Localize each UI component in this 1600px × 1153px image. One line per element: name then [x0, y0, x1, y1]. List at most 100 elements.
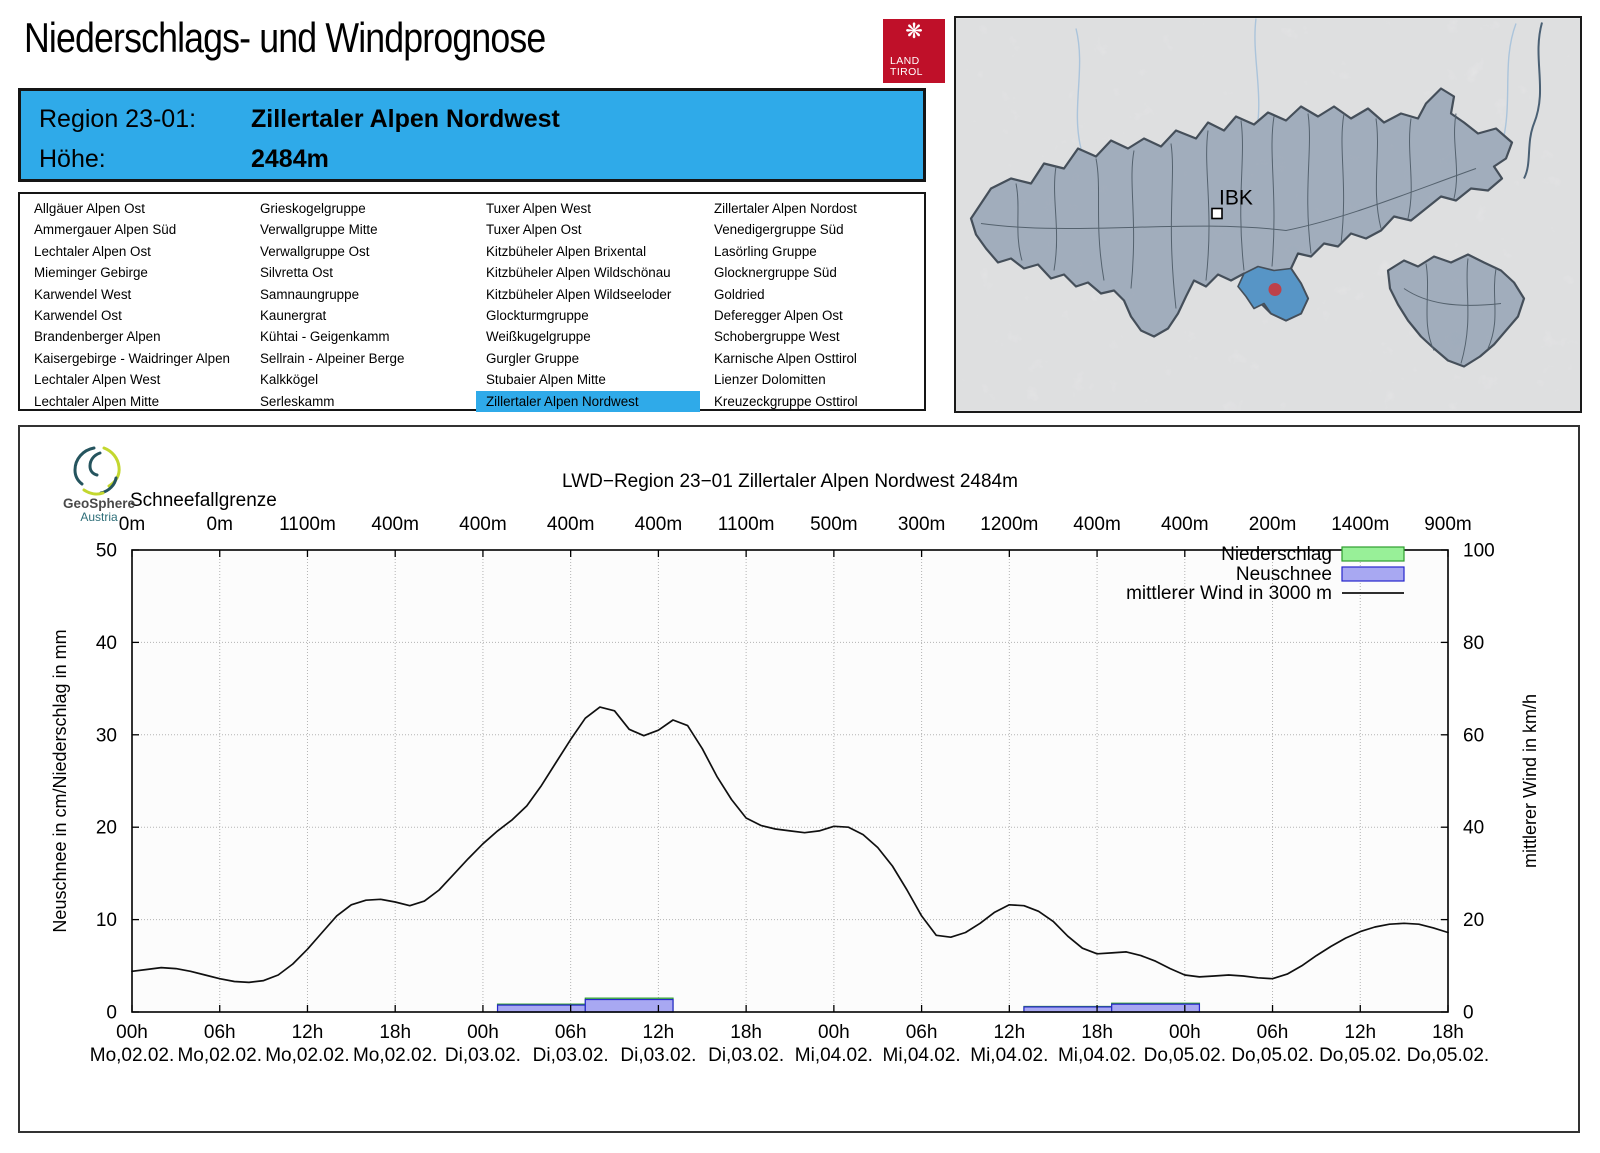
snowline-value: 200m	[1249, 514, 1297, 535]
region-item[interactable]: Kitzbüheler Alpen Brixental	[486, 243, 647, 259]
region-item[interactable]: Karnische Alpen Osttirol	[714, 350, 857, 366]
region-item[interactable]: Tuxer Alpen West	[486, 201, 591, 216]
snowline-value: 900m	[1424, 514, 1472, 535]
neuschnee-bar	[496, 1004, 586, 1013]
xtick-date: Mi,04.02.	[970, 1045, 1048, 1066]
region-item[interactable]: Lechtaler Alpen Mitte	[34, 393, 160, 409]
region-item[interactable]: Goldried	[714, 286, 765, 302]
region-item[interactable]: Lechtaler Alpen West	[34, 372, 161, 388]
snowline-value: 0m	[207, 514, 233, 535]
terrain-texture	[956, 18, 1580, 411]
axis-ticks	[131, 549, 1449, 1013]
geosphere-swirl-icon	[73, 446, 121, 496]
xtick-date: Mo,02.02.	[177, 1045, 262, 1066]
xtick-hour: 12h	[292, 1022, 324, 1043]
xtick-hour: 18h	[730, 1022, 762, 1043]
region-item[interactable]: Glockturmgruppe	[486, 308, 589, 324]
snowline-value: 1100m	[279, 514, 336, 535]
chart-svg: 0 10 20 30 40 50 0 20 40 60 80 100 00h 06h 12h 18h 00h 06…	[50, 471, 1540, 1066]
region-item[interactable]: Deferegger Alpen Ost	[714, 308, 843, 324]
ylabel-right: mittlerer Wind in km/h	[1520, 694, 1540, 868]
region-item[interactable]: Stubaier Alpen Mitte	[486, 372, 606, 388]
xtick-hour: 12h	[1344, 1022, 1376, 1043]
region-item[interactable]: Serleskamm	[260, 393, 335, 409]
region-item[interactable]: Weißkugelgruppe	[486, 329, 591, 345]
chart-title: LWD−Region 23−01 Zillertaler Alpen Nordw…	[562, 471, 1018, 492]
region-item[interactable]: Silvretta Ost	[260, 265, 333, 281]
region-item[interactable]: Grieskogelgruppe	[260, 201, 366, 216]
region-item[interactable]: Kalkkögel	[260, 372, 319, 388]
xtick-date: Mo,02.02.	[90, 1045, 175, 1066]
region-item[interactable]: Kaisergebirge - Waidringer Alpen	[34, 350, 231, 366]
axis-labels: 0 10 20 30 40 50 0 20 40 60 80 100 00h 06h 12h 18h 00h 06…	[50, 471, 1540, 1066]
tirol-map-svg: IBK	[956, 18, 1580, 411]
xtick-hour: 06h	[906, 1022, 938, 1043]
region-item[interactable]: Kühtai - Geigenkamm	[260, 329, 390, 345]
region-item[interactable]: Lienzer Dolomitten	[714, 372, 826, 388]
xtick-date: Do,05.02.	[1144, 1045, 1226, 1066]
land-tirol-logo-text: LAND TIROL	[890, 55, 923, 78]
region-item[interactable]: Ammergauer Alpen Süd	[34, 222, 177, 238]
xtick-date: Mo,02.02.	[265, 1045, 350, 1066]
xtick-hour: 18h	[379, 1022, 411, 1043]
region-column: Tuxer Alpen West Tuxer Alpen Ost Kitzbühel…	[476, 198, 714, 413]
tirol-map[interactable]: IBK	[954, 16, 1582, 413]
xtick-hour: 06h	[555, 1022, 587, 1043]
region-item-selected[interactable]: Zillertaler Alpen Nordwest	[476, 390, 700, 413]
xtick-hour: 00h	[467, 1022, 499, 1043]
region-item[interactable]: Verwallgruppe Ost	[260, 243, 370, 259]
tirol-eagle-icon: ❋	[905, 20, 923, 43]
xtick-hour: 12h	[993, 1022, 1025, 1043]
xtick-hour: 00h	[818, 1022, 850, 1043]
gridlines	[132, 550, 1448, 1012]
region-item[interactable]: Gurgler Gruppe	[486, 350, 580, 366]
region-info-box: Region 23-01: Zillertaler Alpen Nordwest …	[18, 88, 926, 182]
region-item[interactable]: Mieminger Gebirge	[34, 265, 148, 281]
ytick-left: 10	[96, 910, 117, 931]
region-item[interactable]: Sellrain - Alpeiner Berge	[260, 350, 405, 366]
hoehe-value: 2484m	[251, 145, 329, 173]
region-item[interactable]: Verwallgruppe Mitte	[260, 222, 378, 238]
xtick-date: Mi,04.02.	[795, 1045, 873, 1066]
region-item[interactable]: Kitzbüheler Alpen Wildschönau	[486, 265, 671, 281]
region-item[interactable]: Lasörling Gruppe	[714, 243, 817, 259]
xtick-hour: 00h	[1169, 1022, 1201, 1043]
region-item[interactable]: Zillertaler Alpen Nordost	[714, 201, 857, 216]
geosphere-name: GeoSphere	[62, 496, 136, 511]
xtick-date: Di,03.02.	[708, 1045, 784, 1066]
region-item[interactable]: Kreuzeckgruppe Osttirol	[714, 393, 858, 409]
ytick-left: 20	[96, 818, 117, 839]
snowline-value: 300m	[898, 514, 946, 535]
xtick-hour: 00h	[116, 1022, 148, 1043]
snowline-value: 1200m	[980, 514, 1038, 535]
region-item[interactable]: Karwendel West	[34, 286, 132, 302]
ytick-right: 0	[1463, 1003, 1474, 1024]
region-item[interactable]: Karwendel Ost	[34, 308, 122, 324]
xtick-hour: 18h	[1432, 1022, 1464, 1043]
snowline-value: 400m	[459, 514, 507, 535]
region-item[interactable]: Lechtaler Alpen Ost	[34, 243, 151, 259]
region-item[interactable]: Glocknergruppe Süd	[714, 265, 837, 281]
legend-label: mittlerer Wind in 3000 m	[1126, 583, 1332, 604]
region-item[interactable]: Venedigergruppe Süd	[714, 222, 844, 238]
region-item[interactable]: Brandenberger Alpen	[34, 329, 161, 345]
region-item[interactable]: Allgäuer Alpen Ost	[34, 201, 145, 216]
region-item[interactable]: Kitzbüheler Alpen Wildseeloder	[486, 286, 672, 302]
region-item[interactable]: Kaunergrat	[260, 308, 327, 324]
region-item[interactable]: Tuxer Alpen Ost	[486, 222, 582, 238]
page-title: Niederschlags- und Windprognose	[24, 14, 546, 61]
ibk-label: IBK	[1219, 187, 1253, 210]
xtick-date: Di,03.02.	[533, 1045, 609, 1066]
land-tirol-logo: ❋ LAND TIROL	[883, 19, 945, 83]
ytick-right: 20	[1463, 910, 1484, 931]
snowline-value: 0m	[119, 514, 145, 535]
hoehe-row: Höhe: 2484m	[39, 139, 923, 179]
region-item[interactable]: Samnaungruppe	[260, 286, 360, 302]
region-column: Zillertaler Alpen Nordost Venedigergruppe…	[714, 198, 924, 409]
hoehe-label: Höhe:	[39, 145, 106, 173]
region-item[interactable]: Schobergruppe West	[714, 329, 840, 345]
xtick-hour: 18h	[1081, 1022, 1113, 1043]
snowline-value: 400m	[547, 514, 595, 535]
ytick-left: 50	[96, 541, 117, 562]
ytick-right: 80	[1463, 633, 1484, 654]
